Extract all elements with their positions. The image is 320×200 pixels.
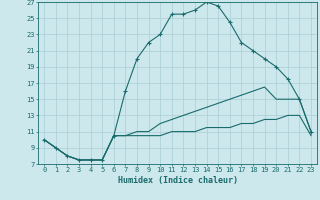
- X-axis label: Humidex (Indice chaleur): Humidex (Indice chaleur): [118, 176, 238, 185]
